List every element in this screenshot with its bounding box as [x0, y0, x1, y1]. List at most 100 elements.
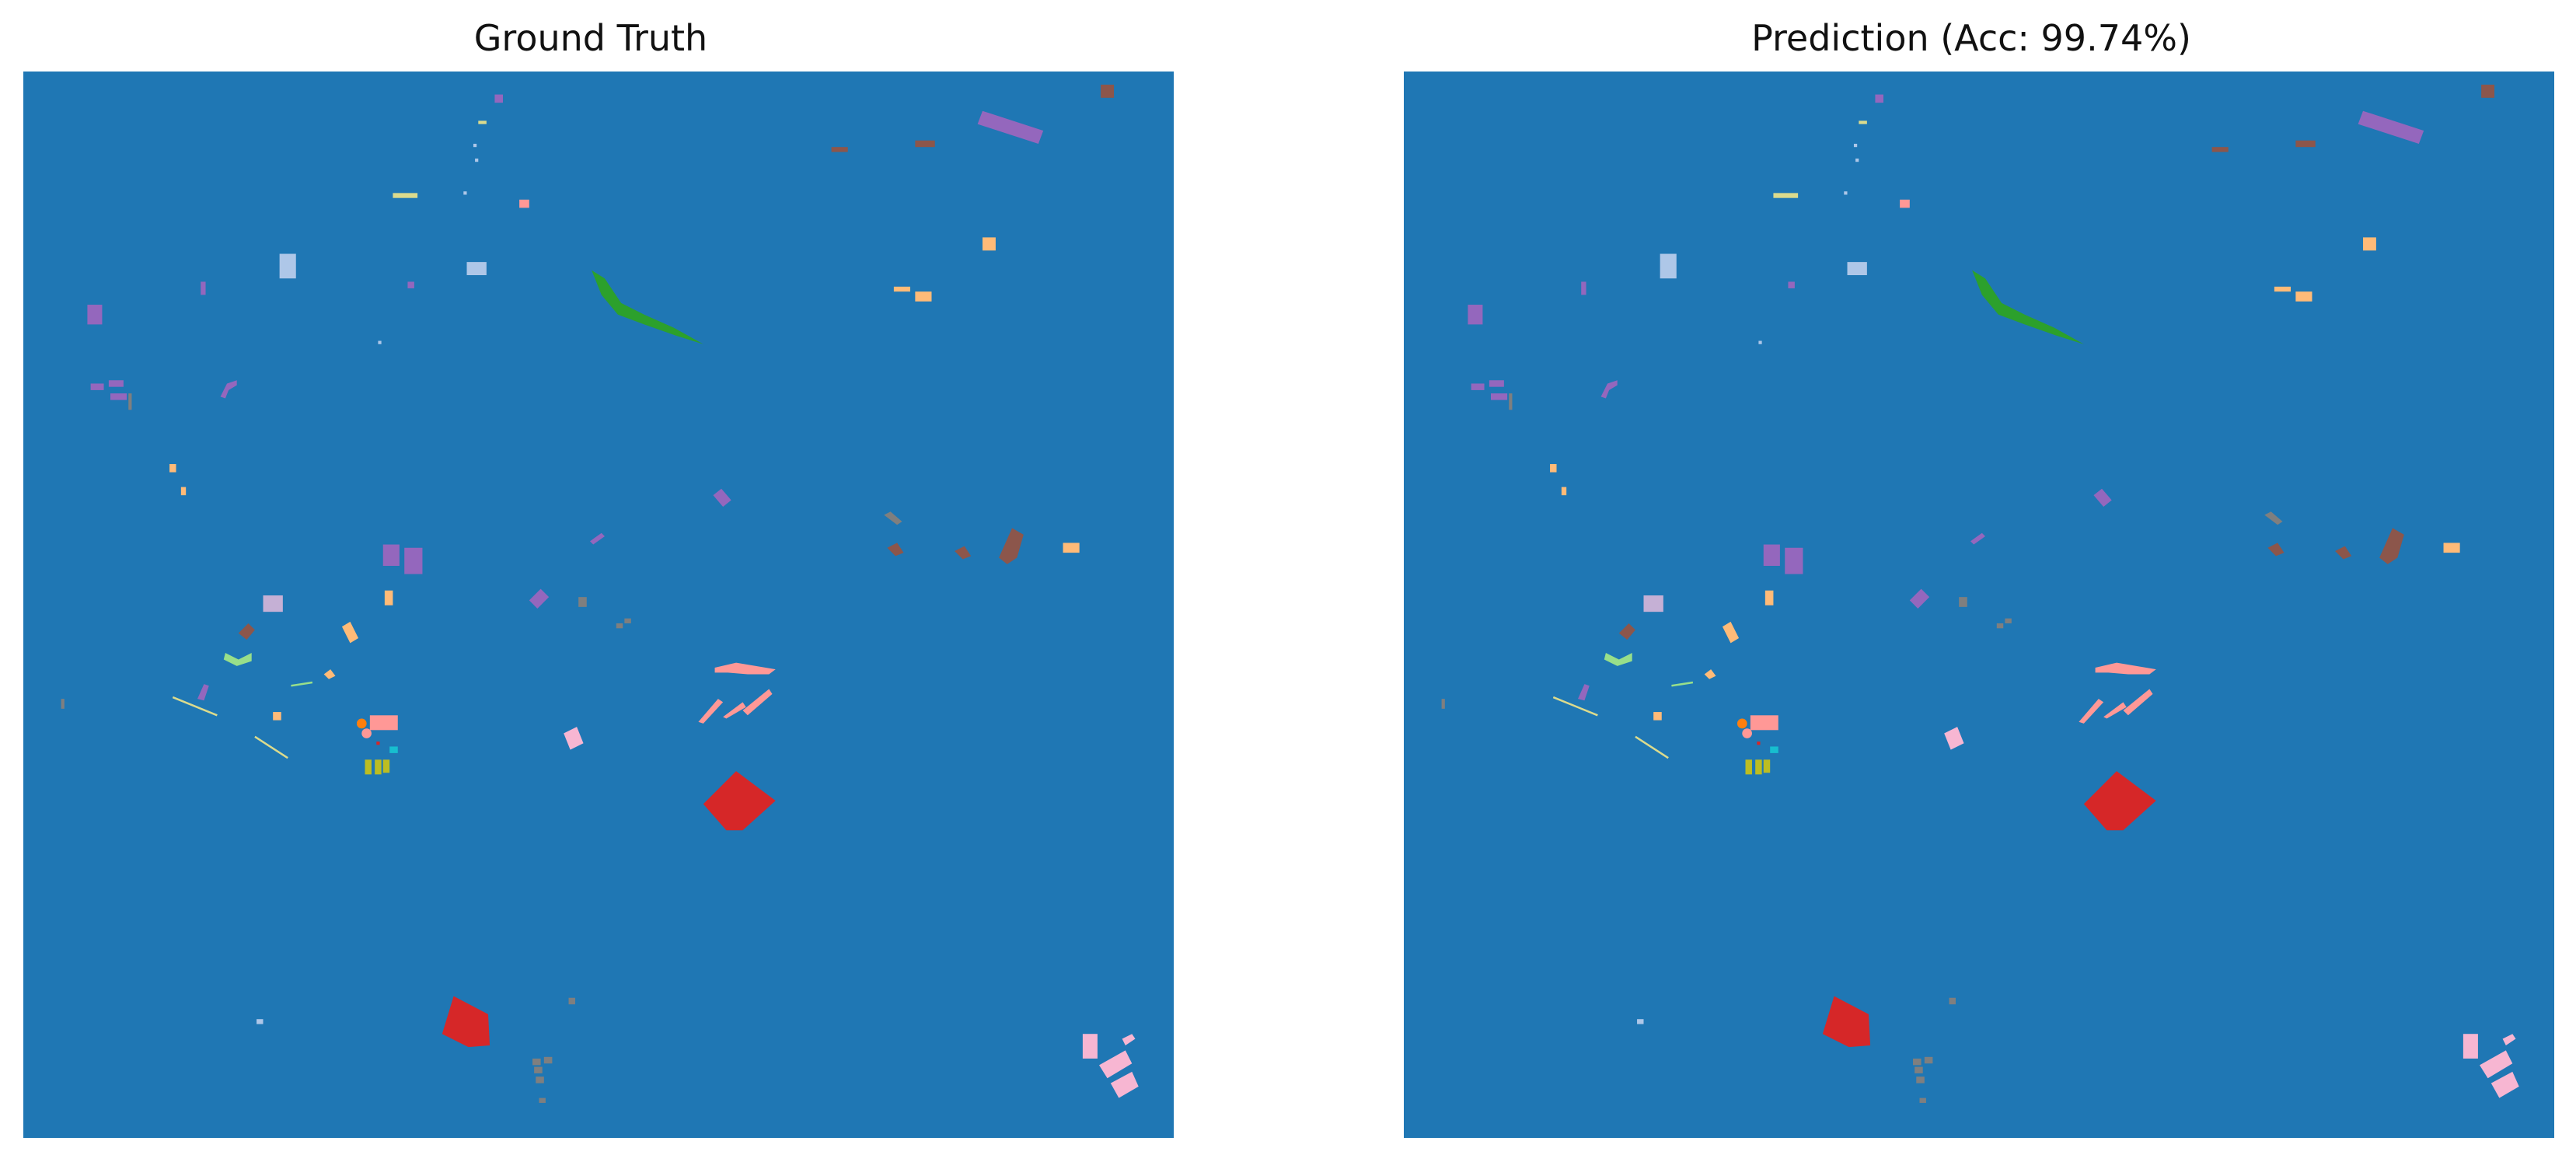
class-region-red — [376, 742, 380, 745]
class-region-light-yellow — [478, 120, 487, 124]
class-region-pink — [1944, 727, 1964, 750]
class-region-purple — [90, 383, 104, 390]
class-region-light-red — [742, 689, 773, 716]
class-region-brown — [2481, 84, 2495, 98]
class-region-light-orange — [384, 590, 393, 605]
class-region-purple — [1577, 684, 1590, 701]
class-region-gray — [1919, 1097, 1926, 1103]
class-region-purple — [1489, 380, 1504, 387]
class-region-light-purple — [1643, 595, 1663, 612]
class-region-light-orange — [1722, 621, 1740, 644]
class-region-gray — [624, 618, 631, 623]
class-region-purple — [87, 305, 103, 325]
class-region-brown — [238, 623, 255, 640]
class-region-pink — [1122, 1034, 1136, 1046]
class-region-gray — [534, 1066, 543, 1073]
class-region-olive — [1755, 759, 1762, 775]
class-region-purple — [1909, 588, 1930, 609]
prediction-map — [1404, 72, 2554, 1138]
class-region-pink — [2480, 1050, 2513, 1079]
class-region-gray — [532, 1058, 541, 1066]
class-region-light-blue — [257, 1019, 264, 1024]
class-region-pink — [564, 727, 584, 750]
class-region-brown — [999, 528, 1024, 564]
class-region-gray — [1959, 597, 1967, 607]
class-region-light-red — [2103, 702, 2127, 719]
prediction-title: Prediction (Acc: 99.74%) — [1751, 17, 2191, 59]
class-region-olive — [365, 759, 372, 775]
class-region-light-red — [698, 699, 724, 724]
class-region-light-red — [714, 662, 776, 675]
class-region-purple — [529, 588, 550, 609]
class-region-purple — [494, 94, 503, 103]
class-region-purple — [110, 393, 127, 400]
class-region-light-blue — [475, 158, 479, 162]
class-region-orange — [1737, 718, 1747, 729]
class-region-light-orange — [2274, 286, 2292, 292]
class-region-light-blue — [1844, 191, 1848, 195]
class-region-brown — [2379, 528, 2404, 564]
class-region-light-orange — [1550, 464, 1557, 473]
prediction-panel: Prediction (Acc: 99.74%) — [1380, 0, 2562, 1162]
class-region-brown — [915, 140, 935, 148]
class-region-gray — [578, 597, 587, 607]
class-region-purple — [404, 547, 423, 574]
class-region-purple — [2358, 110, 2424, 144]
class-region-light-blue — [1637, 1019, 1644, 1024]
class-region-light-red — [1750, 715, 1778, 731]
class-region-light-orange — [2362, 237, 2376, 251]
class-region-red — [1822, 996, 1871, 1048]
class-region-purple — [1471, 383, 1485, 390]
class-region-light-red — [2123, 689, 2153, 716]
class-region-light-orange — [323, 669, 336, 679]
class-region-purple — [1581, 281, 1586, 295]
class-region-light-red — [1742, 728, 1752, 738]
class-region-olive — [1763, 759, 1771, 773]
class-region-brown — [831, 147, 848, 152]
class-region-gray — [1949, 997, 1956, 1005]
class-region-light-yellow — [1635, 735, 1669, 759]
class-region-brown — [2335, 546, 2352, 560]
class-region-purple — [1490, 393, 1508, 400]
class-region-purple — [1788, 281, 1795, 288]
class-region-brown — [2267, 543, 2285, 557]
class-region-brown — [2211, 147, 2229, 152]
class-region-purple — [589, 532, 606, 545]
class-region-red — [1757, 742, 1761, 745]
class-region-purple — [1763, 544, 1780, 567]
class-region-purple — [713, 488, 731, 507]
class-region-purple — [201, 281, 206, 295]
class-region-light-red — [519, 199, 529, 208]
class-region-light-orange — [1764, 590, 1774, 605]
class-region-purple — [407, 281, 414, 288]
class-region-gray — [1996, 623, 2004, 629]
class-region-light-green — [223, 653, 252, 666]
class-region-orange — [356, 718, 367, 729]
class-region-gray — [1509, 393, 1513, 410]
class-region-purple — [2093, 488, 2112, 507]
class-region-cyan — [1770, 746, 1778, 753]
class-region-pink — [1099, 1050, 1133, 1079]
class-region-pink — [1110, 1071, 1139, 1098]
class-region-gray — [61, 699, 65, 709]
class-region-purple — [1785, 547, 1803, 574]
class-region-light-red — [723, 702, 746, 719]
class-region-light-green — [1604, 653, 1632, 666]
class-region-light-orange — [915, 291, 932, 302]
class-region-red — [442, 996, 490, 1048]
class-region-light-orange — [1704, 669, 1716, 679]
class-region-light-yellow — [1773, 193, 1799, 198]
class-region-light-purple — [263, 595, 283, 612]
class-region-light-blue — [1660, 253, 1677, 279]
class-region-light-orange — [169, 464, 176, 473]
class-region-purple — [382, 544, 400, 567]
ground-truth-title: Ground Truth — [473, 17, 708, 59]
class-region-olive — [1745, 759, 1752, 775]
class-region-brown — [955, 546, 972, 560]
class-region-purple — [220, 380, 237, 399]
class-region-light-yellow — [254, 735, 288, 759]
class-region-purple — [1468, 305, 1483, 325]
class-region-gray — [1913, 1058, 1922, 1066]
class-region-pink — [1082, 1034, 1098, 1059]
class-region-light-orange — [893, 286, 911, 292]
